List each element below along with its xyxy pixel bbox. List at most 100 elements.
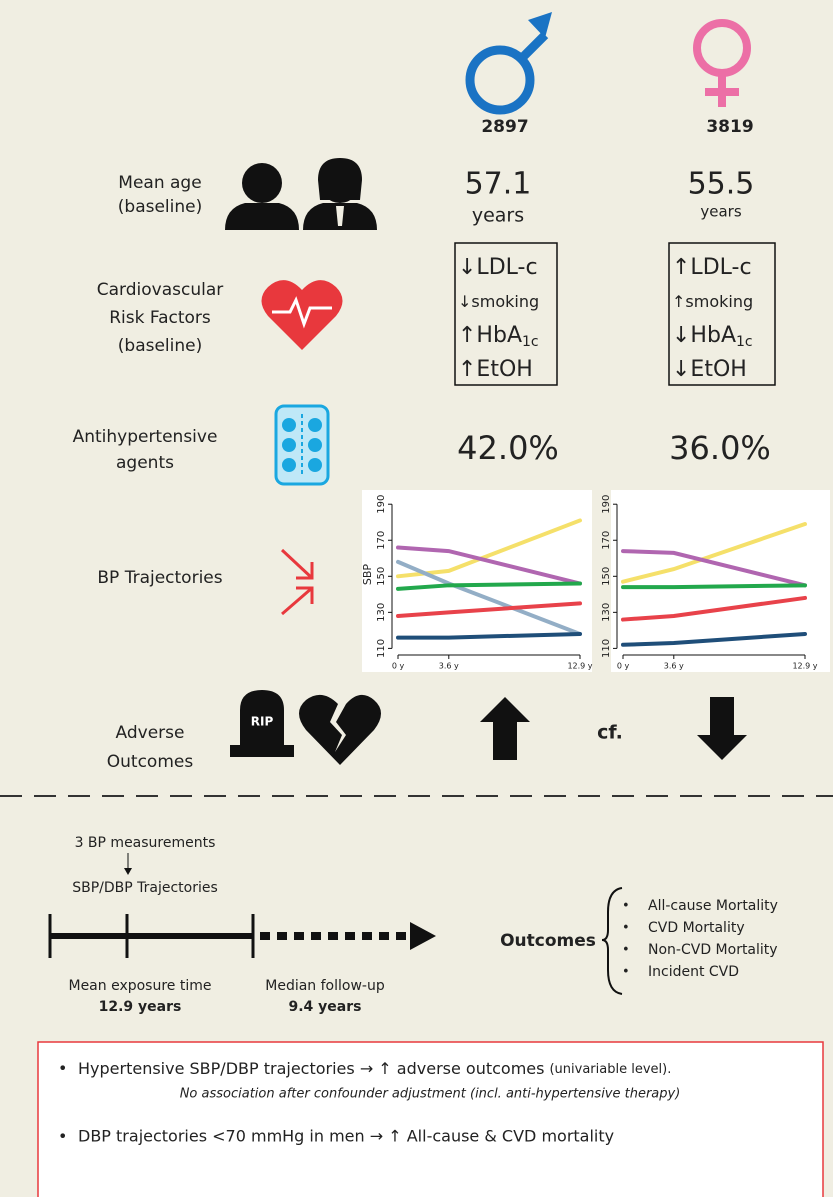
trajectory-line xyxy=(396,518,582,579)
trajectory-line xyxy=(396,581,582,591)
design-text: SBP/DBP Trajectories xyxy=(72,880,218,896)
y-tick-label: 190 xyxy=(601,495,612,514)
risk-factor-text: ↑HbA xyxy=(458,323,522,348)
small-arrow-head xyxy=(124,868,132,875)
risk-factor-sub: 1c xyxy=(736,334,753,350)
x-tick-label: 12.9 y xyxy=(792,662,817,671)
design-value: 9.4 years xyxy=(289,999,362,1015)
risk-factor: ↓HbA1c xyxy=(672,323,753,350)
rip-text: RIP xyxy=(251,715,274,729)
female-age: 55.5 xyxy=(688,167,755,202)
trajectory-arrows-icon xyxy=(280,548,314,616)
row-label: BP Trajectories xyxy=(97,568,222,588)
risk-factor: ↑HbA1c xyxy=(458,323,539,350)
x-tick-label: 0 y xyxy=(392,662,405,671)
timeline xyxy=(48,914,436,958)
finding-main: Hypertensive SBP/DBP trajectories → ↑ ad… xyxy=(78,1059,544,1078)
row-label: Adverse xyxy=(116,723,185,743)
risk-factor: ↓LDL-c xyxy=(458,255,538,280)
grave-icon xyxy=(230,690,294,757)
chart-panel xyxy=(362,490,592,672)
y-axis-label: SBP xyxy=(361,564,374,586)
risk-factor-text: ↓smoking xyxy=(458,292,539,311)
risk-factor-text: ↑LDL-c xyxy=(672,255,752,280)
bullet: • xyxy=(622,921,630,936)
y-tick-label: 150 xyxy=(601,567,612,586)
design-text: Median follow-up xyxy=(265,978,385,994)
y-tick-label: 170 xyxy=(601,531,612,550)
risk-factor-text: ↓EtOH xyxy=(672,357,747,382)
design-text: Mean exposure time xyxy=(68,978,211,994)
trajectory-line xyxy=(621,583,807,590)
people-icon xyxy=(225,158,377,230)
finding-detail: No association after confounder adjustme… xyxy=(180,1087,681,1102)
row-label: (baseline) xyxy=(118,336,202,356)
bullet: • xyxy=(622,899,630,914)
finding-text: DBP trajectories <70 mmHg in men → ↑ All… xyxy=(78,1127,614,1146)
trajectory-line xyxy=(396,545,582,586)
female-antihypertensive: 36.0% xyxy=(669,429,771,467)
risk-factor: ↓EtOH xyxy=(672,357,747,382)
finding-note: (univariable level). xyxy=(549,1062,671,1077)
male-antihypertensive: 42.0% xyxy=(457,429,559,467)
broken-heart-icon xyxy=(299,694,381,765)
y-tick-label: 130 xyxy=(601,603,612,622)
row-label: Outcomes xyxy=(107,752,194,772)
y-tick-label: 130 xyxy=(376,603,387,622)
risk-factor: ↓smoking xyxy=(458,292,539,311)
y-tick-label: 110 xyxy=(601,639,612,658)
risk-factor-text: ↑smoking xyxy=(672,292,753,311)
y-tick-label: 190 xyxy=(376,495,387,514)
down-arrow xyxy=(697,697,747,760)
row-label: Cardiovascular xyxy=(97,280,223,300)
x-tick-label: 0 y xyxy=(617,662,630,671)
outcome-item: Non-CVD Mortality xyxy=(648,942,778,958)
female-symbol xyxy=(693,19,751,107)
compare-text: cf. xyxy=(597,722,623,744)
male-count: 2897 xyxy=(481,117,528,137)
row-label: Antihypertensive xyxy=(73,427,218,447)
bullet: • xyxy=(58,1127,67,1146)
y-tick-label: 170 xyxy=(376,531,387,550)
x-tick-label: 12.9 y xyxy=(567,662,592,671)
outcome-item: Incident CVD xyxy=(648,964,739,980)
risk-factor: ↑EtOH xyxy=(458,357,533,382)
outcomes-title: Outcomes xyxy=(500,931,596,951)
x-tick-label: 3.6 y xyxy=(439,662,459,671)
bullet: • xyxy=(58,1059,67,1078)
male-age-unit: years xyxy=(472,205,524,227)
outcome-item: CVD Mortality xyxy=(648,920,745,936)
row-label: Mean age xyxy=(118,173,201,193)
y-tick-label: 150 xyxy=(376,567,387,586)
trajectory-line xyxy=(396,631,582,640)
row-label: (baseline) xyxy=(118,197,202,217)
finding-text: Hypertensive SBP/DBP trajectories → ↑ ad… xyxy=(78,1059,671,1078)
outcome-item: All-cause Mortality xyxy=(648,898,778,914)
design-text: 3 BP measurements xyxy=(75,835,216,851)
risk-factor-sub: 1c xyxy=(522,334,539,350)
risk-factor: ↑LDL-c xyxy=(672,255,752,280)
trajectory-line xyxy=(621,522,807,584)
male-symbol xyxy=(465,12,552,115)
bullet: • xyxy=(622,943,630,958)
trajectory-line xyxy=(396,601,582,618)
female-count: 3819 xyxy=(706,117,753,137)
bullet: • xyxy=(622,965,630,980)
y-tick-label: 110 xyxy=(376,639,387,658)
risk-factor-text: ↓HbA xyxy=(672,323,736,348)
risk-factor: ↑smoking xyxy=(672,292,753,311)
female-age-unit: years xyxy=(700,203,741,221)
risk-box xyxy=(668,242,776,386)
male-age: 57.1 xyxy=(465,167,532,202)
risk-box xyxy=(454,242,558,386)
brace xyxy=(601,887,623,995)
risk-factor-text: ↑EtOH xyxy=(458,357,533,382)
pill-icon xyxy=(274,404,330,486)
risk-factor-text: ↓LDL-c xyxy=(458,255,538,280)
row-label: agents xyxy=(116,453,174,473)
trajectory-line xyxy=(621,631,807,647)
heart-icon xyxy=(261,280,343,350)
trajectory-line xyxy=(621,549,807,588)
design-value: 12.9 years xyxy=(99,999,182,1015)
